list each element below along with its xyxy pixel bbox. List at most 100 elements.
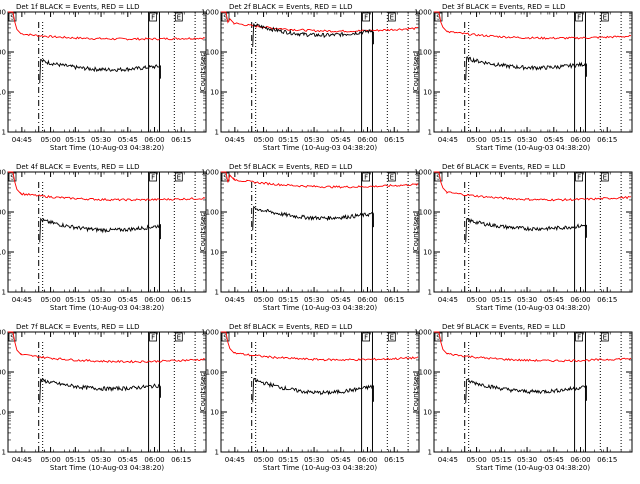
x-tick-label: 05:45 xyxy=(331,296,351,304)
marker-box xyxy=(362,332,370,342)
x-axis-label: Start Time (10-Aug-03 04:38:20) xyxy=(263,144,377,152)
marker-box xyxy=(149,172,157,182)
x-tick-label: 05:45 xyxy=(118,296,138,304)
marker-label: E xyxy=(603,334,607,342)
x-tick-label: 05:15 xyxy=(278,136,298,144)
y-tick-label: 100 xyxy=(0,49,6,57)
marker-box xyxy=(362,12,370,22)
lld-series-line xyxy=(8,11,206,41)
x-tick-label: 05:45 xyxy=(331,456,351,464)
x-tick-label: 05:00 xyxy=(466,456,486,464)
x-tick-label: 06:00 xyxy=(570,456,590,464)
marker-label: F xyxy=(151,334,155,342)
marker-box xyxy=(174,172,183,182)
marker-label: F xyxy=(151,14,155,22)
plot-frame xyxy=(220,331,420,453)
marker-box xyxy=(221,332,230,342)
x-tick-label: 05:15 xyxy=(491,136,511,144)
x-tick-label: 06:15 xyxy=(384,136,404,144)
detector-plot: Det 4f BLACK = Events, RED = LLD 1 10 100 10… xyxy=(0,163,207,312)
x-tick-label: 04:45 xyxy=(225,136,245,144)
x-tick-label: 06:15 xyxy=(384,456,404,464)
y-tick-label: 100 xyxy=(419,369,432,377)
marker-label: E xyxy=(390,14,394,22)
x-tick-label: 05:45 xyxy=(331,136,351,144)
x-tick-label: 06:00 xyxy=(144,296,164,304)
x-tick-label: 05:15 xyxy=(278,296,298,304)
events-series-line xyxy=(252,205,374,231)
x-axis-label: Start Time (10-Aug-03 04:38:20) xyxy=(476,464,590,472)
x-tick-label: 05:30 xyxy=(91,456,111,464)
y-tick-label: 10 xyxy=(423,89,432,97)
marker-label: E xyxy=(390,174,394,182)
marker-label: F xyxy=(364,14,368,22)
marker-label: S xyxy=(223,174,228,182)
lld-series-line xyxy=(8,171,206,202)
x-tick-label: 05:15 xyxy=(491,296,511,304)
lld-series-line xyxy=(8,331,206,364)
plot-title: Det 3f BLACK = Events, RED = LLD xyxy=(442,3,565,11)
x-tick-label: 06:15 xyxy=(597,136,617,144)
y-tick-label: 1 xyxy=(2,289,6,297)
y-tick-label: 1000 xyxy=(201,329,219,337)
y-tick-label: 1000 xyxy=(414,169,432,177)
events-series-line xyxy=(252,23,374,48)
plot-frame xyxy=(220,11,420,133)
marker-box xyxy=(600,12,609,22)
plot-title: Det 8f BLACK = Events, RED = LLD xyxy=(229,323,352,331)
detector-plot: Det 3f BLACK = Events, RED = LLD 1 10 100 10… xyxy=(412,3,633,152)
marker-label: S xyxy=(10,174,15,182)
lld-series-line xyxy=(221,11,419,33)
marker-box xyxy=(434,332,443,342)
plot-frame xyxy=(433,331,633,453)
x-tick-label: 05:30 xyxy=(517,296,537,304)
marker-label: E xyxy=(177,334,181,342)
lld-series-line xyxy=(221,331,419,362)
marker-box xyxy=(221,12,230,22)
marker-label: F xyxy=(577,174,581,182)
y-tick-label: 100 xyxy=(206,209,219,217)
x-tick-label: 05:45 xyxy=(544,456,564,464)
marker-label: S xyxy=(436,174,441,182)
x-tick-label: 05:45 xyxy=(544,136,564,144)
y-tick-label: 1 xyxy=(215,289,219,297)
marker-box xyxy=(149,332,157,342)
y-axis-label: Counts/sec xyxy=(412,373,420,412)
x-tick-label: 05:30 xyxy=(304,456,324,464)
x-tick-label: 04:45 xyxy=(12,456,32,464)
y-tick-label: 1 xyxy=(428,129,432,137)
marker-box xyxy=(174,12,183,22)
marker-box xyxy=(387,332,396,342)
events-series-line xyxy=(465,378,587,404)
marker-label: S xyxy=(223,334,228,342)
y-tick-label: 10 xyxy=(0,249,6,257)
x-tick-label: 06:00 xyxy=(357,456,377,464)
events-series-line xyxy=(39,377,161,403)
x-tick-label: 05:30 xyxy=(517,456,537,464)
y-tick-label: 1000 xyxy=(201,9,219,17)
x-tick-label: 05:00 xyxy=(253,456,273,464)
y-tick-label: 1 xyxy=(428,289,432,297)
plot-title: Det 7f BLACK = Events, RED = LLD xyxy=(16,323,139,331)
marker-label: E xyxy=(603,14,607,22)
x-tick-label: 05:00 xyxy=(40,456,60,464)
detector-plot: Det 8f BLACK = Events, RED = LLD 1 10 100 10… xyxy=(199,323,420,472)
y-tick-label: 1000 xyxy=(201,169,219,177)
marker-label: F xyxy=(577,334,581,342)
x-tick-label: 05:00 xyxy=(40,136,60,144)
y-tick-label: 1 xyxy=(428,449,432,457)
marker-box xyxy=(8,12,17,22)
x-tick-label: 06:15 xyxy=(597,296,617,304)
lld-series-line xyxy=(434,331,632,363)
x-tick-label: 06:15 xyxy=(171,296,191,304)
marker-box xyxy=(8,172,17,182)
marker-label: E xyxy=(177,14,181,22)
marker-box xyxy=(575,332,583,342)
events-series-line xyxy=(39,217,161,243)
x-axis-label: Start Time (10-Aug-03 04:38:20) xyxy=(263,464,377,472)
x-axis-label: Start Time (10-Aug-03 04:38:20) xyxy=(50,304,164,312)
lld-series-line xyxy=(221,171,419,189)
x-tick-label: 04:45 xyxy=(438,136,458,144)
detector-plot: Det 5f BLACK = Events, RED = LLD 1 10 100 10… xyxy=(199,163,420,312)
